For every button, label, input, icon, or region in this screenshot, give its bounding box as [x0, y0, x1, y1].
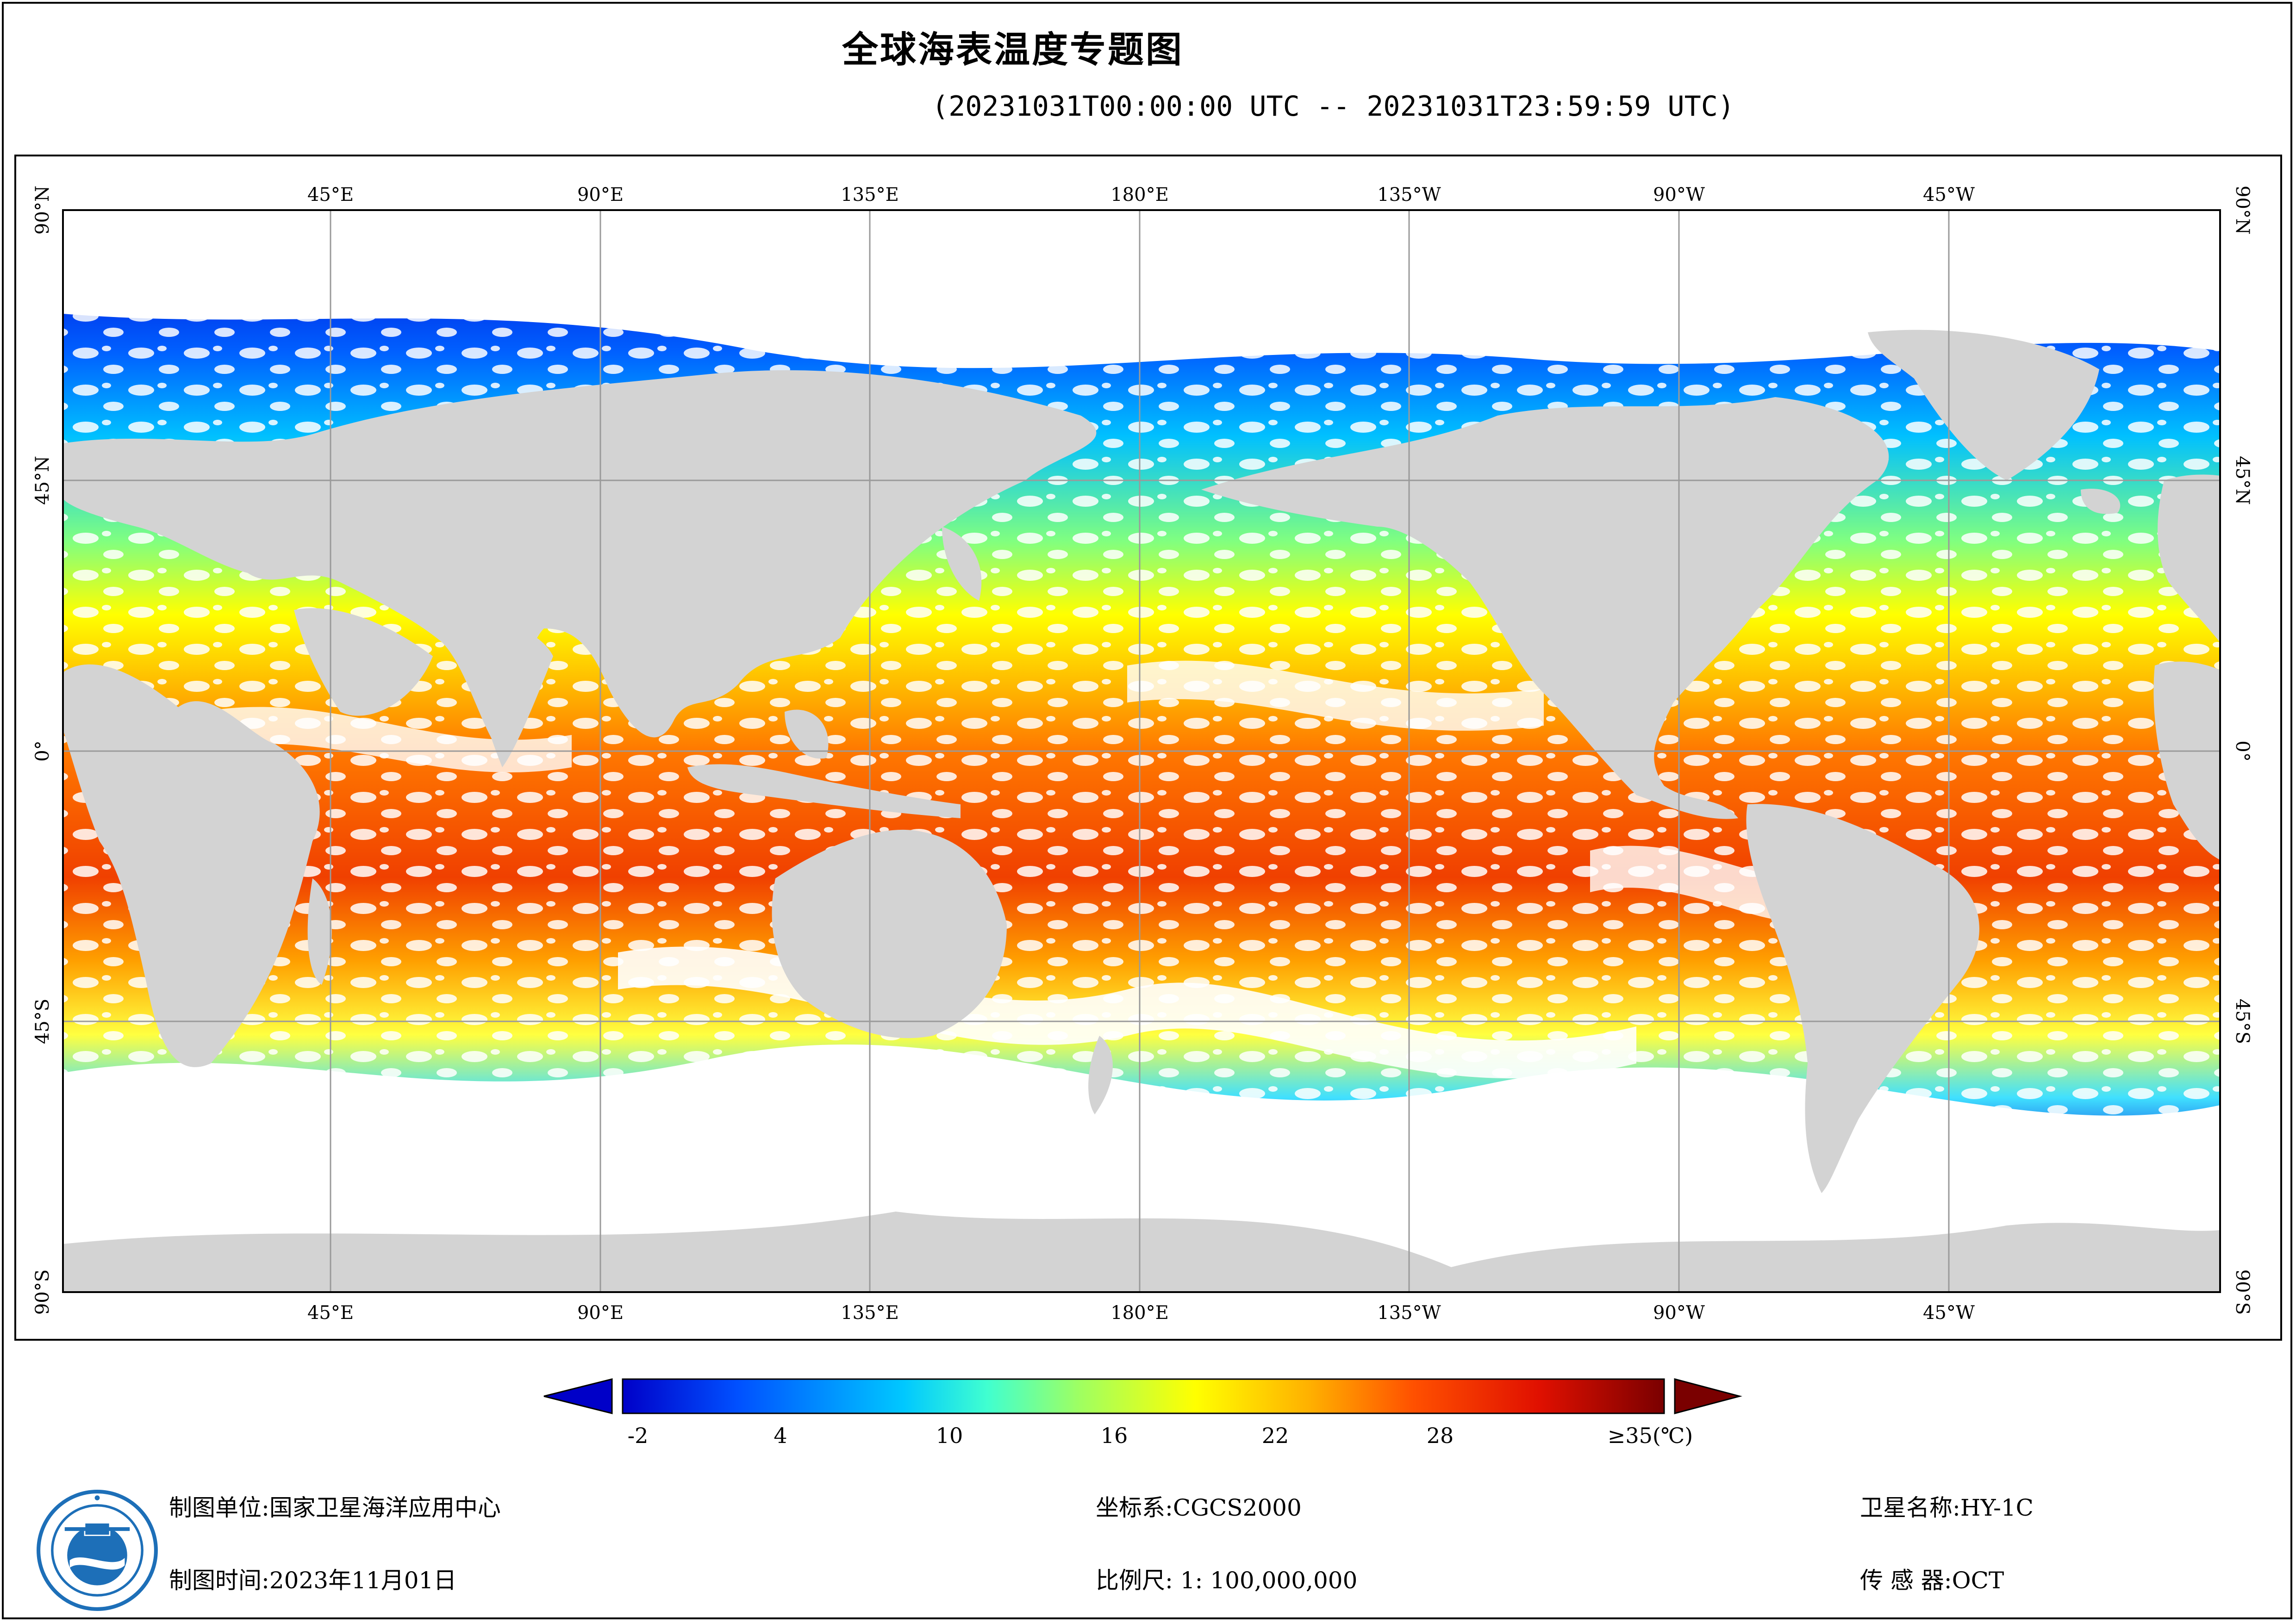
land-south-america	[1746, 804, 1979, 1193]
bottom-axis: 45°E 90°E 135°E 180°E 135°W 90°W 45°W	[307, 1302, 1975, 1324]
right-lat-label: 90°N	[2232, 186, 2253, 235]
time-range-subtitle: (20231031T00:00:00 UTC -- 20231031T23:59…	[932, 90, 1734, 123]
top-lon-label: 180°E	[1111, 184, 1169, 205]
right-lat-label: 90°S	[2232, 1269, 2253, 1315]
legend-under-arrow	[543, 1378, 613, 1414]
land-arabia	[294, 608, 433, 716]
legend-tick: 16	[1100, 1423, 1128, 1448]
bottom-lon-label: 45°E	[307, 1302, 354, 1324]
right-lat-label: 45°N	[2232, 456, 2253, 505]
top-lon-label: 90°W	[1653, 184, 1705, 205]
map-title: 全球海表温度专题图	[842, 29, 1184, 71]
legend-tick: ≥35(℃)	[1607, 1423, 1693, 1448]
land-new-zealand	[1088, 1036, 1113, 1114]
producer-label: 制图单位:国家卫星海洋应用中心	[169, 1494, 501, 1521]
left-lat-label: 45°S	[32, 999, 53, 1044]
land-iceland	[2081, 489, 2121, 514]
bottom-lon-label: 45°W	[1923, 1302, 1975, 1324]
production-date-label: 制图时间:2023年11月01日	[169, 1567, 457, 1594]
legend-tick: 22	[1261, 1423, 1289, 1448]
bottom-lon-label: 90°E	[577, 1302, 624, 1324]
bottom-lon-label: 180°E	[1111, 1302, 1169, 1324]
legend-tick: 10	[936, 1423, 963, 1448]
map-frame: 45°E 90°E 135°E 180°E 135°W 90°W 45°W 45…	[14, 155, 2282, 1341]
land-north-america	[1201, 397, 1889, 819]
bottom-lon-label: 135°E	[841, 1302, 899, 1324]
land-eurasia	[63, 370, 1097, 749]
legend-bar	[622, 1378, 1665, 1414]
right-axis: 90°N 45°N 0° 45°S 90°S	[2232, 186, 2253, 1315]
land-africa-west	[2153, 661, 2220, 860]
top-lon-label: 90°E	[577, 184, 624, 205]
bottom-lon-label: 90°W	[1653, 1302, 1705, 1324]
legend-tick: -2	[627, 1423, 649, 1448]
left-lat-label: 90°S	[32, 1269, 53, 1315]
legend-over-arrow	[1674, 1378, 1742, 1414]
land-japan	[942, 527, 982, 601]
land	[63, 330, 2220, 1292]
top-lon-label: 135°E	[841, 184, 899, 205]
land-australia	[772, 829, 1007, 1038]
satellite-name-label: 卫星名称:HY-1C	[1860, 1494, 2034, 1521]
scale-label: 比例尺: 1: 100,000,000	[1096, 1567, 1358, 1594]
legend-tick: 28	[1426, 1423, 1454, 1448]
plot-border	[62, 209, 2221, 1293]
left-lat-label: 0°	[32, 740, 53, 761]
left-lat-label: 45°N	[32, 456, 53, 505]
bottom-lon-label: 135°W	[1377, 1302, 1441, 1324]
land-madagascar	[307, 878, 332, 985]
land-indonesia	[687, 764, 961, 818]
legend-tick: 4	[774, 1423, 787, 1448]
land-antarctica	[63, 1212, 2220, 1292]
top-lon-label: 45°E	[307, 184, 354, 205]
coordinate-system-label: 坐标系:CGCS2000	[1096, 1494, 1302, 1521]
nsoas-logo-icon	[37, 1490, 158, 1611]
sst-map: 45°E 90°E 135°E 180°E 135°W 90°W 45°W 45…	[32, 184, 2253, 1324]
color-legend	[543, 1378, 1742, 1414]
left-axis: 90°N 45°N 0° 45°S 90°S	[32, 186, 53, 1315]
land-india	[476, 626, 553, 767]
land-borneo	[785, 709, 829, 759]
top-lon-label: 135°W	[1377, 184, 1441, 205]
left-lat-label: 90°N	[32, 186, 53, 235]
top-axis: 45°E 90°E 135°E 180°E 135°W 90°W 45°W	[307, 184, 1975, 205]
land-greenland	[1868, 330, 2099, 480]
top-lon-label: 45°W	[1923, 184, 1975, 205]
sensor-label: 传 感 器:OCT	[1860, 1567, 2004, 1594]
land-europe-west	[2158, 474, 2220, 642]
land-africa	[63, 664, 320, 1067]
right-lat-label: 45°S	[2232, 999, 2253, 1044]
right-lat-label: 0°	[2232, 740, 2253, 761]
graticule	[63, 210, 2220, 1292]
